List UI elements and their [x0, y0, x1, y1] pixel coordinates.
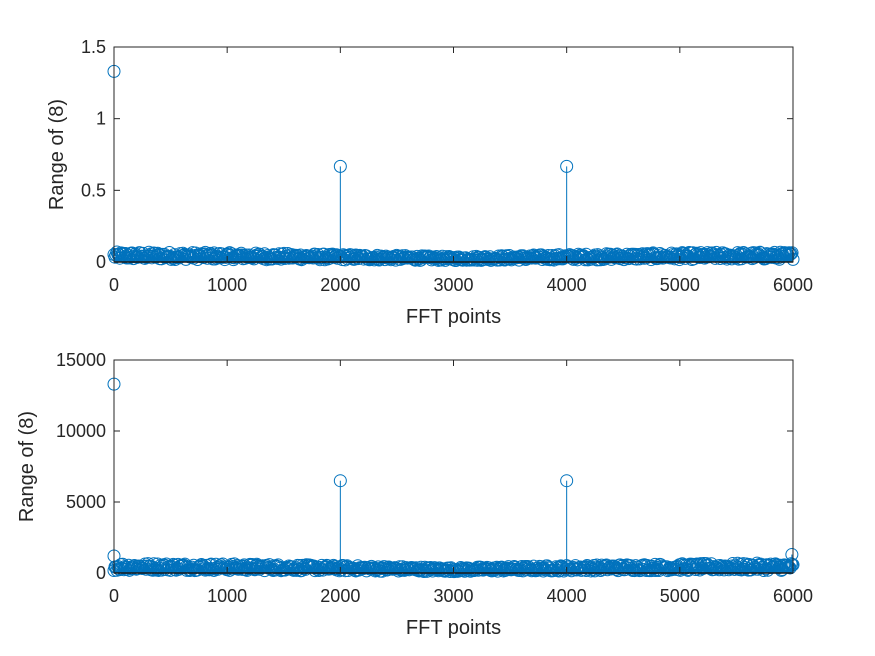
- noise-marker: [349, 248, 363, 262]
- y-tick-label: 0.5: [81, 180, 106, 200]
- y-axis-label: Range of (8): [46, 99, 68, 210]
- x-tick-label: 6000: [773, 275, 813, 295]
- plot-area: [114, 360, 793, 573]
- x-axis-label: FFT points: [406, 617, 501, 639]
- x-axis-label: FFT points: [406, 306, 501, 328]
- noise-marker: [288, 562, 302, 576]
- y-tick-label: 0: [96, 563, 106, 583]
- peak-marker-4: [785, 548, 799, 562]
- y-axis-label: Range of (8): [16, 411, 38, 522]
- y-tick-label: 10000: [56, 421, 106, 441]
- noise-marker: [785, 246, 799, 260]
- plot-bottom: 0 1000 2000 3000 4000 5000 6000 0 5000 10000 15000…: [16, 350, 813, 639]
- y-tick-label: 1: [96, 109, 106, 129]
- x-tick-label: 0: [109, 275, 119, 295]
- noise-marker: [605, 248, 619, 262]
- y-tick-label: 5000: [66, 492, 106, 512]
- peak-marker-2: [333, 474, 347, 488]
- x-tick-label: 2000: [320, 275, 360, 295]
- x-tick-label: 3000: [433, 586, 473, 606]
- x-tick-label: 1000: [207, 586, 247, 606]
- noise-marker: [783, 561, 797, 575]
- noise-marker: [538, 252, 552, 266]
- x-tick-label: 5000: [660, 275, 700, 295]
- x-tick-label: 1000: [207, 275, 247, 295]
- noise-marker: [233, 561, 247, 575]
- x-tick-label: 4000: [547, 275, 587, 295]
- x-tick-label: 4000: [547, 586, 587, 606]
- peak-marker-2: [560, 159, 574, 173]
- peak-marker-1: [333, 159, 347, 173]
- x-tick-label: 0: [109, 586, 119, 606]
- x-tick-label: 5000: [660, 586, 700, 606]
- x-tick-label: 3000: [433, 275, 473, 295]
- y-tick-label: 0: [96, 252, 106, 272]
- x-tick-label: 2000: [320, 586, 360, 606]
- y-tick-label: 15000: [56, 350, 106, 370]
- noise-marker: [324, 562, 338, 576]
- noise-marker: [784, 247, 798, 261]
- plot-area: [114, 47, 793, 262]
- y-tick-label: 1.5: [81, 37, 106, 57]
- plot-top: 0 1000 2000 3000 4000 5000 6000 0 0.5 1 1.5 FFT poi…: [46, 37, 813, 328]
- noise-marker: [784, 557, 798, 571]
- noise-marker: [782, 246, 796, 260]
- peak-marker-3: [560, 474, 574, 488]
- x-tick-label: 6000: [773, 586, 813, 606]
